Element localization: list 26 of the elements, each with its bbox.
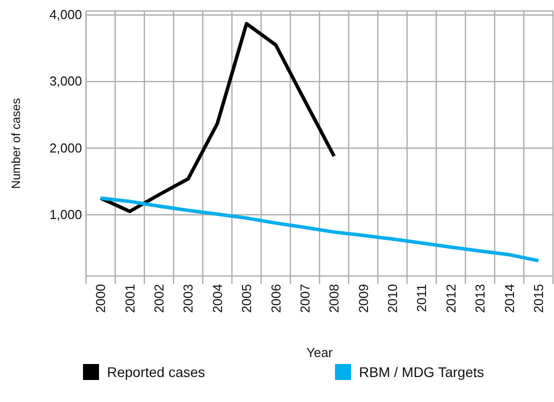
x-tick-label: 2004: [210, 284, 225, 313]
y-tick-label: 2,000: [49, 140, 82, 156]
y-tick-label: 3,000: [49, 74, 82, 89]
x-tick-label: 2012: [443, 284, 458, 313]
y-tick-label: 1,000: [49, 206, 82, 222]
legend-label: Reported cases: [107, 364, 206, 380]
x-axis-title: Year: [306, 345, 334, 360]
x-tick-label: 2015: [530, 284, 546, 313]
x-tick-label: 2002: [152, 284, 167, 313]
x-tick-label: 2014: [502, 284, 517, 313]
x-tick-label: 2009: [356, 284, 371, 313]
legend-label: RBM / MDG Targets: [359, 364, 484, 380]
x-tick-label: 2003: [180, 284, 196, 313]
x-tick-label: 2011: [414, 284, 430, 312]
x-tick-label: 2000: [93, 284, 108, 313]
x-tick-label: 2001: [122, 284, 138, 313]
line-series: [98, 196, 540, 262]
x-tick-label: 2005: [239, 284, 254, 313]
line-series: [98, 22, 336, 214]
x-tick-label: 2007: [297, 284, 312, 313]
y-axis-title: Number of cases: [9, 98, 23, 189]
x-tick-label: 2013: [472, 284, 488, 313]
x-tick-label: 2010: [385, 284, 400, 313]
x-tick-label: 2006: [268, 284, 284, 313]
x-tick-label: 2008: [326, 284, 342, 313]
y-tick-label: 4,000: [49, 7, 82, 22]
